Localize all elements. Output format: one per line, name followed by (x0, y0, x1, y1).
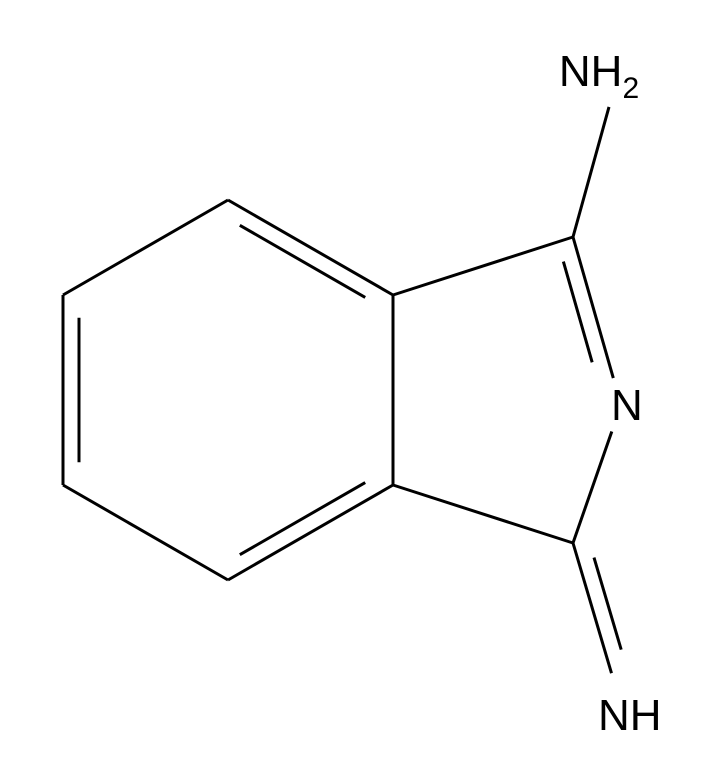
atom-label-n_ring: N (611, 381, 643, 430)
molecule-diagram: NNH2NH (0, 0, 710, 782)
atom-label-n_imine: NH (598, 691, 662, 740)
